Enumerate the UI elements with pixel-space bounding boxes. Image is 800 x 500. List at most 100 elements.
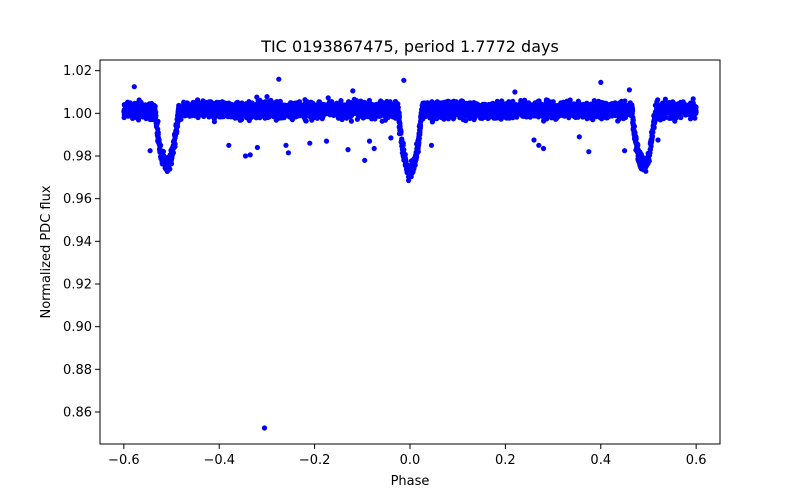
data-point (678, 99, 684, 105)
data-point (489, 101, 495, 107)
data-point (121, 102, 128, 108)
data-point (506, 102, 512, 108)
data-point (400, 152, 406, 158)
data-point (254, 94, 260, 100)
data-point (154, 120, 160, 126)
data-point (408, 174, 414, 180)
data-point (135, 117, 142, 123)
data-point (158, 156, 164, 162)
data-point (416, 130, 422, 136)
data-point (156, 138, 162, 144)
data-point (647, 147, 653, 153)
data-point (127, 103, 133, 109)
data-point (649, 133, 655, 139)
data-point (528, 103, 534, 109)
data-point (651, 116, 658, 122)
data-point (231, 113, 237, 119)
data-point (448, 99, 454, 105)
data-point (427, 103, 433, 109)
data-point (398, 127, 404, 134)
data-point (485, 115, 491, 122)
data-point (169, 153, 175, 159)
data-point (423, 100, 429, 106)
data-point (440, 109, 446, 115)
data-point (670, 99, 676, 105)
data-point (523, 105, 529, 111)
data-point (335, 115, 341, 121)
data-point (392, 98, 398, 105)
data-point (662, 96, 669, 102)
data-point (631, 123, 637, 129)
data-point (644, 158, 650, 164)
data-point (233, 101, 239, 107)
data-point (171, 141, 177, 147)
data-point (406, 177, 412, 184)
data-point (246, 99, 252, 105)
data-point (485, 107, 491, 113)
data-point (296, 99, 303, 105)
data-point (154, 131, 160, 137)
data-point (379, 118, 385, 124)
data-point (517, 109, 524, 115)
data-point (383, 114, 389, 120)
data-point (433, 102, 439, 109)
data-point (597, 114, 603, 120)
data-point (689, 114, 696, 120)
chart-title: TIC 0193867475, period 1.7772 days (260, 37, 559, 56)
data-point (495, 115, 501, 121)
data-point (633, 134, 639, 140)
data-point (558, 100, 564, 106)
data-point (348, 118, 354, 124)
data-point (264, 94, 270, 100)
data-point (168, 161, 175, 167)
data-point (354, 116, 360, 122)
data-point (550, 104, 557, 110)
data-point (392, 110, 398, 116)
data-point (491, 106, 497, 112)
data-point (649, 129, 655, 135)
data-point (679, 104, 685, 110)
data-point (257, 99, 263, 105)
data-point (358, 98, 364, 104)
data-point (489, 110, 496, 116)
data-point (469, 110, 475, 116)
data-point (252, 110, 258, 116)
data-point (342, 114, 349, 120)
data-point (200, 100, 206, 107)
data-point (342, 106, 348, 112)
data-point (630, 116, 636, 122)
data-point (419, 107, 425, 113)
data-point (519, 104, 525, 110)
data-point (401, 156, 407, 163)
data-point (415, 144, 421, 151)
data-point (325, 95, 331, 101)
data-point (161, 159, 167, 165)
data-point (634, 144, 640, 150)
data-point (388, 101, 394, 107)
data-point (394, 103, 400, 109)
data-point (603, 115, 609, 121)
data-point (690, 96, 696, 102)
data-point (268, 97, 274, 103)
data-point (239, 116, 245, 123)
data-point (561, 113, 568, 119)
data-point (378, 98, 384, 104)
data-point (428, 112, 434, 118)
data-point (270, 103, 276, 109)
data-point (575, 109, 581, 115)
data-point (302, 97, 308, 103)
data-point (456, 112, 463, 118)
data-point (463, 118, 469, 124)
data-point (470, 102, 476, 108)
data-point (373, 113, 379, 119)
data-point (411, 160, 417, 167)
data-point (136, 103, 142, 109)
data-point (687, 102, 693, 109)
data-point (674, 104, 680, 110)
data-point (633, 140, 639, 146)
data-point (346, 99, 352, 105)
data-point (176, 114, 182, 120)
data-point (265, 102, 271, 108)
